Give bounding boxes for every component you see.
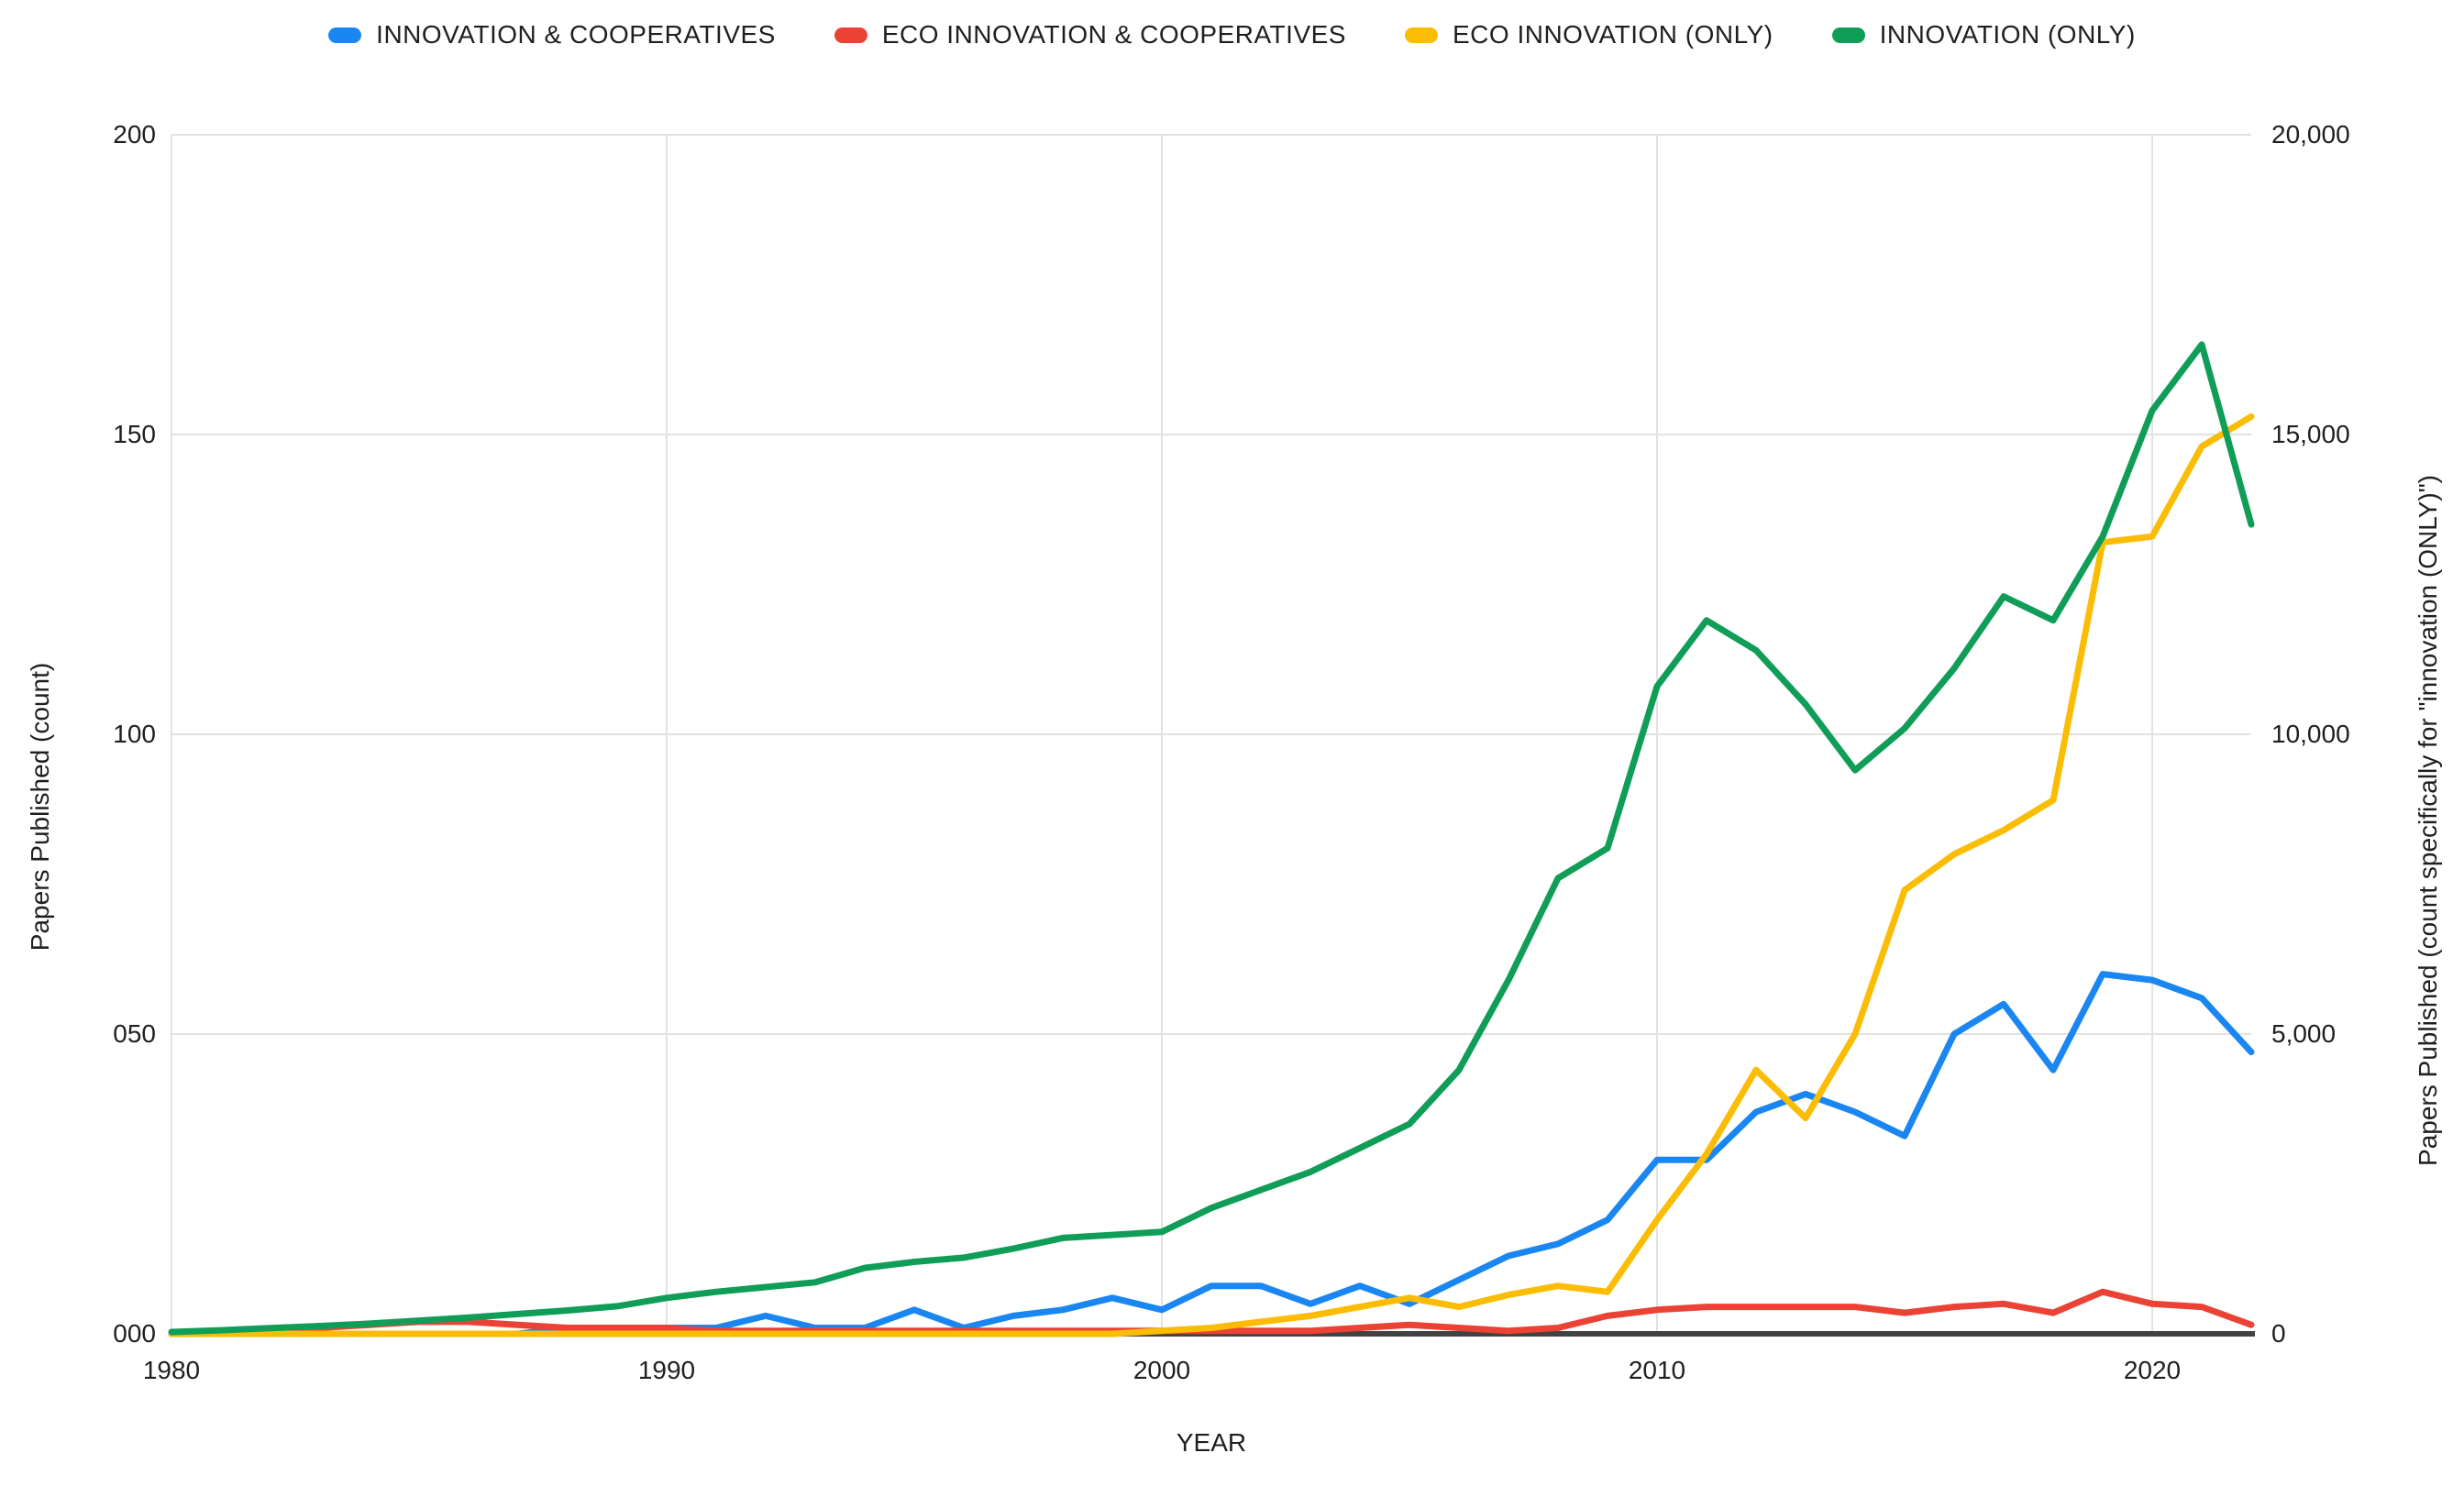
x-axis-tick-label: 1980 [142, 1356, 201, 1384]
legend-swatch-icon [328, 27, 362, 43]
right-axis-tick-label: 15,000 [2271, 420, 2350, 448]
left-axis-tick-label: 000 [113, 1319, 156, 1348]
left-axis-tick-label: 150 [113, 420, 156, 448]
series-line-innovation-only- [168, 341, 2255, 1336]
x-axis-tick-label: 1990 [637, 1356, 696, 1384]
right-axis-tick-label: 0 [2271, 1319, 2286, 1348]
right-axis-tick-label: 10,000 [2271, 720, 2350, 748]
right-axis-tick-label: 20,000 [2271, 120, 2350, 149]
left-axis-tick-label: 100 [113, 720, 156, 748]
right-axis-tick-label: 5,000 [2271, 1019, 2337, 1048]
legend-item-innovation-cooperatives[interactable]: INNOVATION & COOPERATIVES [328, 20, 776, 50]
left-axis-tick-label: 050 [113, 1019, 156, 1048]
legend-item-label: ECO INNOVATION (ONLY) [1452, 20, 1773, 49]
chart-legend: INNOVATION & COOPERATIVES ECO INNOVATION … [0, 20, 2464, 50]
legend-swatch-icon [1831, 27, 1865, 43]
series-line-eco-innovation-only- [168, 413, 2255, 1337]
legend-item-innovation-only-[interactable]: INNOVATION (ONLY) [1831, 20, 2136, 50]
legend-item-eco-innovation-cooperatives[interactable]: ECO INNOVATION & COOPERATIVES [834, 20, 1346, 50]
legend-item-label: ECO INNOVATION & COOPERATIVES [881, 20, 1346, 49]
legend-item-eco-innovation-only-[interactable]: ECO INNOVATION (ONLY) [1404, 20, 1773, 50]
x-axis-tick-label: 2010 [1628, 1356, 1686, 1384]
x-axis-tick-label: 2020 [2123, 1356, 2182, 1384]
x-axis-tick-label: 2000 [1133, 1356, 1191, 1384]
legend-item-label: INNOVATION (ONLY) [1879, 20, 2136, 49]
left-axis-title: Papers Published (count) [26, 662, 54, 952]
right-axis-title: Papers Published (count specifically for… [2414, 475, 2442, 1166]
legend-item-label: INNOVATION & COOPERATIVES [376, 20, 776, 49]
left-axis-tick-label: 200 [113, 120, 156, 149]
x-axis-title: YEAR [1176, 1428, 1247, 1457]
legend-swatch-icon [834, 27, 867, 43]
series-line-innovation-cooperatives [168, 971, 2255, 1337]
legend-swatch-icon [1404, 27, 1438, 43]
